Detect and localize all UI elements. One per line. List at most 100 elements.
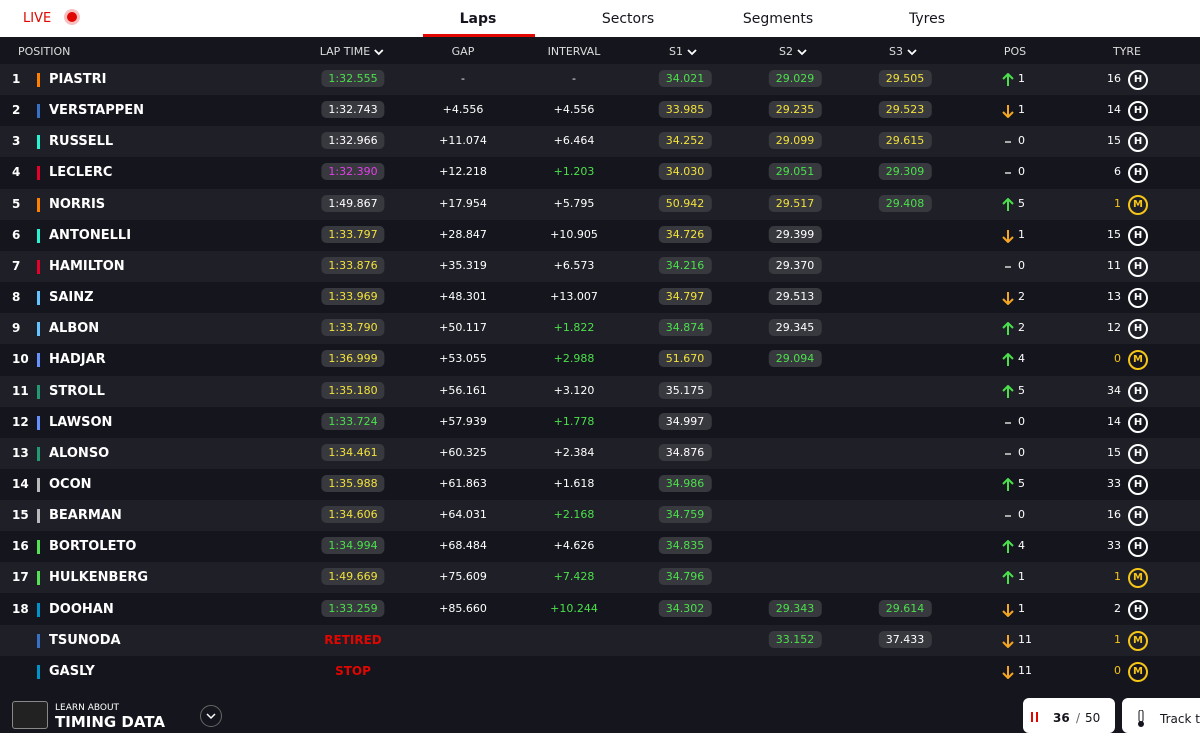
driver-name: BEARMAN	[49, 508, 122, 524]
driver-row: TSUNODA RETIRED 33.152 37.433 11 1 M	[0, 624, 1200, 656]
interval: +6.573	[553, 258, 595, 272]
position-change: 0	[1018, 258, 1025, 272]
sort-icon	[374, 49, 384, 56]
team-color	[37, 291, 40, 306]
driver-row: 4 LECLERC 1:32.390 +12.218 +1.203 34.030 29.05…	[0, 157, 1200, 189]
column-header[interactable]: S2	[779, 45, 807, 58]
gap: +35.319	[439, 258, 487, 272]
position: 3	[12, 134, 21, 149]
team-color	[37, 353, 40, 368]
tyre-laps: 14	[1107, 103, 1121, 117]
tyre-laps: 16	[1107, 508, 1121, 522]
position: 18	[12, 601, 29, 616]
tab[interactable]: Segments	[742, 11, 814, 27]
driver-name: PIASTRI	[49, 72, 107, 87]
column-header[interactable]: LAP TIME	[320, 45, 384, 58]
column-header: INTERVAL	[547, 45, 601, 58]
gap: +12.218	[439, 165, 487, 179]
team-color	[37, 664, 40, 679]
sector-time: 29.370	[768, 256, 822, 274]
driver-row: 14 OCON 1:35.988 +61.863 +1.618 34.986 5 33 H	[0, 468, 1200, 500]
position-change: 5	[1018, 196, 1025, 210]
position: 6	[12, 227, 21, 242]
interval: +5.795	[553, 196, 595, 210]
driver-row: 15 BEARMAN 1:34.606 +64.031 +2.168 34.759 0 16 H	[0, 500, 1200, 532]
tyre-compound: H	[1128, 101, 1148, 122]
chevron	[206, 713, 216, 720]
driver-name: TSUNODA	[49, 632, 121, 648]
no-change	[1005, 172, 1011, 175]
tyre-compound: H	[1128, 319, 1148, 340]
arrow-up	[1002, 197, 1014, 211]
tyre-laps: 33	[1107, 539, 1121, 553]
gap: +75.609	[439, 570, 487, 584]
driver-row: 17 HULKENBERG 1:49.669 +75.609 +7.428 34.796 1…	[0, 562, 1200, 594]
tyre-compound: H	[1128, 163, 1148, 184]
timing-label[interactable]: TIMING DATA	[55, 713, 165, 731]
no-change	[1005, 515, 1011, 518]
column-header[interactable]: S1	[669, 45, 697, 58]
tab[interactable]: Tyres	[908, 11, 946, 27]
interval: +13.007	[550, 290, 598, 304]
position-change: 5	[1018, 383, 1025, 397]
driver-row: 16 BORTOLETO 1:34.994 +68.484 +4.626 34.835 4 3…	[0, 531, 1200, 563]
lap-time: 1:32.966	[321, 132, 385, 150]
tyre-laps: 15	[1107, 134, 1121, 148]
sector-time: 29.345	[768, 319, 822, 337]
interval: +2.384	[553, 445, 595, 459]
driver-row: 8 SAINZ 1:33.969 +48.301 +13.007 34.797 29.513…	[0, 282, 1200, 314]
column-header: TYRE	[1112, 45, 1142, 58]
tab[interactable]: Laps	[459, 11, 497, 27]
position-change: 0	[1018, 414, 1025, 428]
position: 1	[12, 72, 21, 86]
team-color	[37, 384, 40, 399]
column-header[interactable]: S3	[889, 45, 917, 58]
position-change: 1	[1018, 570, 1025, 584]
driver-row: 13 ALONSO 1:34.461 +60.325 +2.384 34.876 0 15 H	[0, 437, 1200, 469]
team-color	[37, 509, 40, 524]
sort-icon	[687, 49, 697, 56]
sector-time: 34.797	[658, 288, 712, 306]
tyre-compound: M	[1128, 630, 1148, 651]
interval: +4.626	[553, 539, 595, 553]
driver-name: LECLERC	[49, 165, 113, 181]
team-color	[37, 228, 40, 243]
thermometer-icon	[1138, 710, 1144, 727]
position: 12	[12, 414, 29, 429]
lap-time: 1:34.994	[321, 537, 385, 555]
tyre-compound: H	[1128, 506, 1148, 527]
position-change: 2	[1018, 321, 1025, 335]
position-change: 11	[1018, 663, 1032, 677]
column-header: POSITION	[18, 45, 71, 58]
team-color	[37, 633, 40, 648]
tyre-compound: M	[1128, 568, 1148, 589]
sector-time: 37.433	[878, 630, 932, 648]
arrow-up	[1002, 540, 1014, 554]
position-change: 2	[1018, 290, 1025, 304]
tab[interactable]: Sectors	[601, 11, 655, 27]
position: 5	[12, 196, 21, 211]
position-change: 0	[1018, 165, 1025, 179]
gap: +85.660	[439, 601, 487, 615]
position-change: 5	[1018, 476, 1025, 490]
driver-name: ALBON	[49, 321, 100, 337]
arrow-up	[1002, 322, 1014, 336]
team-color	[37, 602, 40, 617]
gap: +53.055	[439, 352, 487, 366]
gap: +48.301	[439, 290, 487, 304]
live-dot	[67, 12, 77, 22]
interval: -	[572, 72, 576, 85]
driver-row: 9 ALBON 1:33.790 +50.117 +1.822 34.874 29.345 2…	[0, 313, 1200, 345]
position: 9	[12, 321, 21, 336]
sector-time: 33.152	[768, 630, 822, 648]
tyre-compound: H	[1128, 256, 1148, 277]
position: 15	[12, 508, 29, 523]
driver-name: RUSSELL	[49, 134, 114, 150]
gap: +28.847	[439, 227, 487, 241]
position: 10	[12, 352, 29, 367]
expand-button[interactable]	[200, 705, 222, 727]
team-color	[37, 197, 40, 212]
gap: +17.954	[439, 196, 487, 210]
sector-time: 29.343	[768, 599, 822, 617]
timing-logo	[12, 701, 48, 729]
